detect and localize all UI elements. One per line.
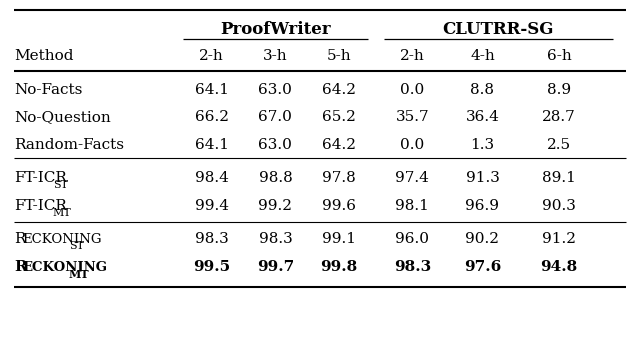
Text: 67.0: 67.0 [259,110,292,124]
Text: 98.3: 98.3 [259,232,292,246]
Text: 8.9: 8.9 [547,83,571,97]
Text: ECKONING: ECKONING [22,233,102,246]
Text: 64.1: 64.1 [195,138,228,152]
Text: 3-h: 3-h [263,49,288,63]
Text: 64.2: 64.2 [322,83,356,97]
Text: Method: Method [14,49,74,63]
Text: 90.3: 90.3 [542,199,576,213]
Text: 99.8: 99.8 [321,260,358,274]
Text: 1.3: 1.3 [470,138,495,152]
Text: 98.8: 98.8 [259,171,292,185]
Text: 0.0: 0.0 [400,138,424,152]
Text: 97.6: 97.6 [464,260,501,274]
Text: 28.7: 28.7 [542,110,576,124]
Text: 65.2: 65.2 [322,110,356,124]
Text: ProofWriter: ProofWriter [220,21,331,38]
Text: 2-h: 2-h [400,49,425,63]
Text: 5-h: 5-h [327,49,351,63]
Text: 63.0: 63.0 [259,83,292,97]
Text: 99.1: 99.1 [322,232,356,246]
Text: FT-ICR: FT-ICR [14,199,67,213]
Text: ST: ST [69,241,84,251]
Text: 63.0: 63.0 [259,138,292,152]
Text: 98.3: 98.3 [195,232,228,246]
Text: 64.2: 64.2 [322,138,356,152]
Text: 99.6: 99.6 [322,199,356,213]
Text: 35.7: 35.7 [396,110,429,124]
Text: 91.3: 91.3 [465,171,499,185]
Text: Random-Facts: Random-Facts [14,138,124,152]
Text: 91.2: 91.2 [542,232,576,246]
Text: 99.5: 99.5 [193,260,230,274]
Text: 36.4: 36.4 [465,110,499,124]
Text: 97.4: 97.4 [396,171,429,185]
Text: 90.2: 90.2 [465,232,499,246]
Text: No-Facts: No-Facts [14,83,83,97]
Text: 98.4: 98.4 [195,171,228,185]
Text: 96.9: 96.9 [465,199,499,213]
Text: 2-h: 2-h [199,49,224,63]
Text: MT: MT [69,269,90,280]
Text: 89.1: 89.1 [542,171,576,185]
Text: 2.5: 2.5 [547,138,571,152]
Text: 99.4: 99.4 [195,199,228,213]
Text: 8.8: 8.8 [470,83,495,97]
Text: 96.0: 96.0 [396,232,429,246]
Text: CLUTRR-SG: CLUTRR-SG [443,21,554,38]
Text: 66.2: 66.2 [195,110,228,124]
Text: 94.8: 94.8 [540,260,577,274]
Text: 6-h: 6-h [547,49,572,63]
Text: No-Question: No-Question [14,110,111,124]
Text: 4-h: 4-h [470,49,495,63]
Text: 98.1: 98.1 [396,199,429,213]
Text: ST: ST [53,180,68,190]
Text: 64.1: 64.1 [195,83,228,97]
Text: R: R [14,260,27,274]
Text: 99.7: 99.7 [257,260,294,274]
Text: R: R [14,232,26,246]
Text: 98.3: 98.3 [394,260,431,274]
Text: ECKONING: ECKONING [22,261,108,274]
Text: 0.0: 0.0 [400,83,424,97]
Text: MT: MT [53,208,72,217]
Text: 97.8: 97.8 [323,171,356,185]
Text: 99.2: 99.2 [259,199,292,213]
Text: FT-ICR: FT-ICR [14,171,67,185]
